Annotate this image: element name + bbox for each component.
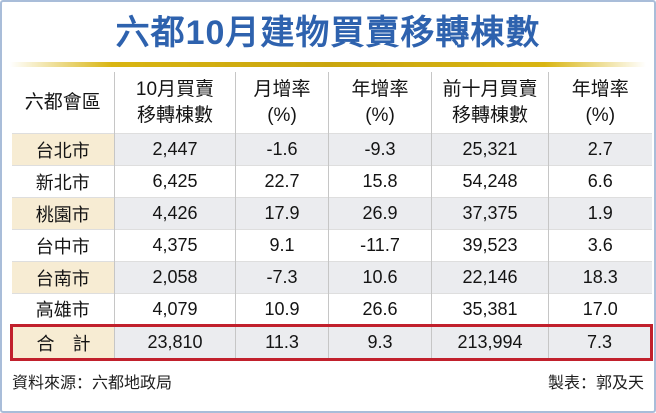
oct-units-cell: 2,447 [114, 133, 236, 166]
header-mom-rate-line2: (%) [267, 104, 297, 126]
city-cell: 新北市 [11, 165, 115, 198]
mom-rate-cell: 22.7 [235, 165, 329, 198]
table-row-total: 合 計 23,810 11.3 9.3 213,994 7.3 [11, 325, 652, 360]
oct-units-cell: 4,079 [114, 293, 236, 326]
city-cell: 台北市 [11, 133, 115, 166]
table-row-taoyuan: 桃園市 4,426 17.9 26.9 37,375 1.9 [11, 197, 652, 230]
header-ytd-units-line1: 前十月買賣 [442, 79, 538, 101]
ytd-units-cell: 39,523 [431, 229, 549, 262]
gold-divider [10, 61, 646, 67]
header-oct-units-line2: 移轉棟數 [136, 104, 213, 126]
yoy-rate-cell: -9.3 [328, 133, 432, 166]
oct-units-cell: 6,425 [114, 165, 236, 198]
ytd-units-cell: 37,375 [431, 197, 549, 230]
table-header-row: 六都會區 10月買賣 移轉棟數 月增率 (%) [11, 71, 652, 134]
yoy-rate-cell: 26.9 [328, 197, 432, 230]
header-ytd-yoy-rate-line1: 年增率 [571, 79, 629, 101]
page-title: 六都10月建物買賣移轉棟數 [115, 14, 541, 52]
table-row-tainan: 台南市 2,058 -7.3 10.6 22,146 18.3 [11, 261, 652, 294]
header-oct-units-line1: 10月買賣 [135, 79, 215, 101]
oct-units-cell: 4,375 [114, 229, 236, 262]
mom-rate-cell: 17.9 [235, 197, 329, 230]
city-cell: 台南市 [11, 261, 115, 294]
yoy-rate-cell: 26.6 [328, 293, 432, 326]
header-yoy-rate-line1: 年增率 [351, 79, 409, 101]
ytd-yoy-cell: 3.6 [548, 229, 652, 262]
footer: 資料來源：六都地政局 製表：郭及天 [12, 369, 644, 393]
total-label-cell: 合 計 [11, 325, 115, 360]
header-oct-units: 10月買賣 移轉棟數 [114, 71, 236, 134]
ytd-units-cell: 35,381 [431, 293, 549, 326]
table-credit-note: 製表：郭及天 [547, 375, 644, 393]
ytd-yoy-cell: 1.9 [548, 197, 652, 230]
mom-rate-cell: -7.3 [235, 261, 329, 294]
table-row-taipei: 台北市 2,447 -1.6 -9.3 25,321 2.7 [11, 133, 652, 166]
header-ytd-yoy-rate: 年增率 (%) [548, 71, 652, 134]
table-row-newtaipei: 新北市 6,425 22.7 15.8 54,248 6.6 [11, 165, 652, 198]
ytd-units-cell: 54,248 [431, 165, 549, 198]
data-source-note: 資料來源：六都地政局 [12, 375, 173, 393]
ytd-units-cell: 25,321 [431, 133, 549, 166]
ytd-yoy-cell: 17.0 [548, 293, 652, 326]
ytd-yoy-cell: 18.3 [548, 261, 652, 294]
header-mom-rate-line1: 月增率 [253, 79, 311, 101]
header-ytd-units-line2: 移轉棟數 [451, 104, 528, 126]
city-cell: 桃園市 [11, 197, 115, 230]
city-cell: 高雄市 [11, 293, 115, 326]
total-yoy-rate-cell: 9.3 [328, 325, 432, 360]
ytd-yoy-cell: 6.6 [548, 165, 652, 198]
header-yoy-rate: 年增率 (%) [328, 71, 432, 134]
total-ytd-units-cell: 213,994 [431, 325, 549, 360]
yoy-rate-cell: 10.6 [328, 261, 432, 294]
ytd-units-cell: 22,146 [431, 261, 549, 294]
header-ytd-yoy-rate-line2: (%) [585, 104, 616, 126]
header-city: 六都會區 [11, 71, 115, 134]
yoy-rate-cell: -11.7 [328, 229, 432, 262]
oct-units-cell: 4,426 [114, 197, 236, 230]
city-cell: 台中市 [11, 229, 115, 262]
mom-rate-cell: 10.9 [235, 293, 329, 326]
mom-rate-cell: -1.6 [235, 133, 329, 166]
table-row-taichung: 台中市 4,375 9.1 -11.7 39,523 3.6 [11, 229, 652, 262]
transactions-table: 六都會區 10月買賣 移轉棟數 月增率 (%) [10, 71, 653, 362]
yoy-rate-cell: 15.8 [328, 165, 432, 198]
total-ytd-yoy-cell: 7.3 [548, 325, 652, 360]
oct-units-cell: 2,058 [114, 261, 236, 294]
header-mom-rate: 月增率 (%) [235, 71, 329, 134]
header-city-line1: 六都會區 [24, 92, 101, 113]
header-yoy-rate-line2: (%) [365, 104, 395, 126]
total-oct-units-cell: 23,810 [114, 325, 236, 360]
total-mom-rate-cell: 11.3 [235, 325, 329, 360]
mom-rate-cell: 9.1 [235, 229, 329, 262]
header-ytd-units: 前十月買賣 移轉棟數 [431, 71, 549, 134]
table-row-kaohsiung: 高雄市 4,079 10.9 26.6 35,381 17.0 [11, 293, 652, 326]
ytd-yoy-cell: 2.7 [548, 133, 652, 166]
